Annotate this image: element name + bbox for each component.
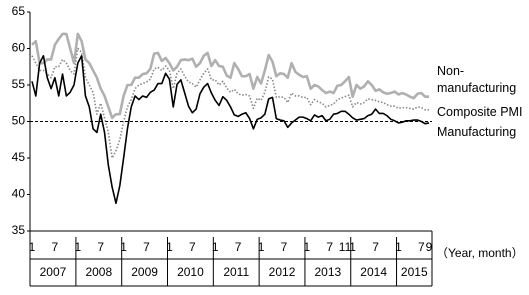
x-tick-label: 1 xyxy=(395,240,402,254)
series-line xyxy=(31,55,430,205)
y-tick-label: 45 xyxy=(12,150,26,164)
x-tick-label: 7 xyxy=(372,240,379,254)
x-tick-label: 1 xyxy=(258,240,265,254)
y-tick-label: 35 xyxy=(12,223,26,237)
x-tick-label: 1 xyxy=(120,240,127,254)
year-label: 2012 xyxy=(269,265,296,279)
legend-label: Non- manufacturing xyxy=(437,64,517,95)
x-tick-label: 1 xyxy=(304,240,311,254)
x-tick-label: 1 xyxy=(349,240,356,254)
year-label: 2010 xyxy=(177,265,204,279)
x-tick-label: 7 xyxy=(97,240,104,254)
year-label: 2015 xyxy=(401,265,428,279)
y-tick-label: 40 xyxy=(12,187,26,201)
y-tick-label: 60 xyxy=(12,41,26,55)
x-tick-label: 7 xyxy=(143,240,150,254)
year-label: 2014 xyxy=(360,265,387,279)
x-tick-label: 7 xyxy=(189,240,196,254)
x-tick-label: 1 xyxy=(74,240,81,254)
legend-label: Composite PMI xyxy=(437,105,523,119)
x-tick-label: 1 xyxy=(166,240,173,254)
year-label: 2009 xyxy=(131,265,158,279)
x-tick-label: 7 xyxy=(235,240,242,254)
x-tick-label: 1 xyxy=(212,240,219,254)
x-axis-label: （Year, month） xyxy=(436,246,524,260)
year-label: 2011 xyxy=(223,265,249,279)
x-tick-label: 11 xyxy=(339,240,352,254)
year-label: 2013 xyxy=(314,265,341,279)
x-tick-label: 7 xyxy=(418,240,425,254)
legend-label: Manufacturing xyxy=(437,125,517,139)
series-line xyxy=(31,47,429,159)
year-label: 2008 xyxy=(85,265,112,279)
year-label: 2007 xyxy=(40,265,67,279)
y-tick-label: 65 xyxy=(12,4,26,18)
x-tick-label: 7 xyxy=(52,240,59,254)
x-tick-label: 9 xyxy=(426,240,433,254)
series-line xyxy=(31,32,429,120)
y-tick-label: 55 xyxy=(12,77,26,91)
x-tick-label: 7 xyxy=(281,240,288,254)
x-tick-label: 1 xyxy=(29,240,36,254)
x-tick-label: 7 xyxy=(326,240,333,254)
y-tick-label: 50 xyxy=(12,114,26,128)
